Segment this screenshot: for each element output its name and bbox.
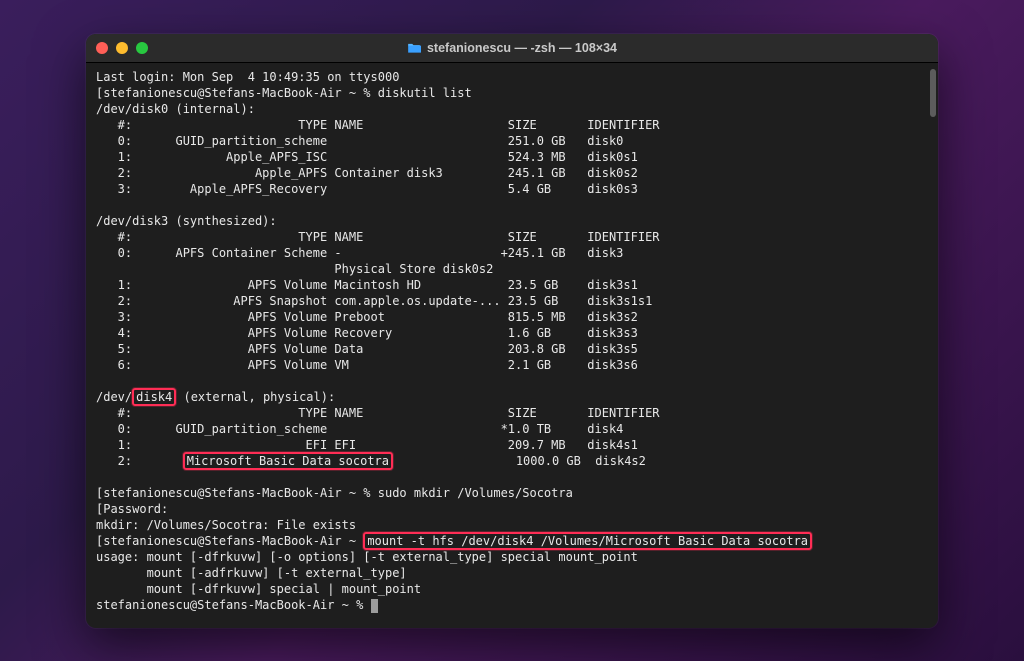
desktop-background: stefanionescu — -zsh — 108×34 Last login… <box>0 0 1024 661</box>
line: #: TYPE NAME SIZE IDENTIFIER <box>96 230 660 244</box>
line-seg: 2: <box>96 454 183 468</box>
line: usage: mount [-dfrkuvw] [-o options] [-t… <box>96 550 638 564</box>
line-seg: /dev/ <box>96 390 132 404</box>
terminal-window: stefanionescu — -zsh — 108×34 Last login… <box>86 34 938 628</box>
highlight-ms-basic-data: Microsoft Basic Data socotra <box>183 452 393 470</box>
folder-icon <box>407 42 421 54</box>
line: mkdir: /Volumes/Socotra: File exists <box>96 518 356 532</box>
scrollbar-thumb[interactable] <box>930 69 936 117</box>
line: mount [-adfrkuvw] [-t external_type] <box>96 566 407 580</box>
traffic-lights <box>96 42 148 54</box>
line-seg: (external, physical): <box>176 390 335 404</box>
highlight-disk4: disk4 <box>132 388 176 406</box>
line: #: TYPE NAME SIZE IDENTIFIER <box>96 118 660 132</box>
line: [Password: <box>96 502 168 516</box>
line: 0: GUID_partition_scheme 251.0 GB disk0 <box>96 134 623 148</box>
window-title-text: stefanionescu — -zsh — 108×34 <box>427 41 617 55</box>
line: 5: APFS Volume Data 203.8 GB disk3s5 <box>96 342 638 356</box>
prompt: stefanionescu@Stefans-MacBook-Air ~ % <box>96 598 371 612</box>
line: 3: Apple_APFS_Recovery 5.4 GB disk0s3 <box>96 182 638 196</box>
cursor-icon <box>371 599 378 613</box>
line: 2: APFS Snapshot com.apple.os.update-...… <box>96 294 652 308</box>
line: /dev/disk0 (internal): <box>96 102 255 116</box>
line: Physical Store disk0s2 <box>96 262 493 276</box>
line: 1: APFS Volume Macintosh HD 23.5 GB disk… <box>96 278 638 292</box>
minimize-icon[interactable] <box>116 42 128 54</box>
line-seg: 1000.0 GB disk4s2 <box>393 454 646 468</box>
line: Last login: Mon Sep 4 10:49:35 on ttys00… <box>96 70 399 84</box>
line: 3: APFS Volume Preboot 815.5 MB disk3s2 <box>96 310 638 324</box>
line: 0: GUID_partition_scheme *1.0 TB disk4 <box>96 422 623 436</box>
line: 6: APFS Volume VM 2.1 GB disk3s6 <box>96 358 638 372</box>
highlight-mount-cmd: mount -t hfs /dev/disk4 /Volumes/Microso… <box>363 532 812 550</box>
line: [stefanionescu@Stefans-MacBook-Air ~ % s… <box>96 486 573 500</box>
line-seg: [stefanionescu@Stefans-MacBook-Air ~ <box>96 534 363 548</box>
line: 2: Apple_APFS Container disk3 245.1 GB d… <box>96 166 638 180</box>
titlebar[interactable]: stefanionescu — -zsh — 108×34 <box>86 34 938 63</box>
line: /dev/disk3 (synthesized): <box>96 214 277 228</box>
line: mount [-dfrkuvw] special | mount_point <box>96 582 421 596</box>
zoom-icon[interactable] <box>136 42 148 54</box>
line: [stefanionescu@Stefans-MacBook-Air ~ % d… <box>96 86 472 100</box>
line: 4: APFS Volume Recovery 1.6 GB disk3s3 <box>96 326 638 340</box>
terminal-body[interactable]: Last login: Mon Sep 4 10:49:35 on ttys00… <box>86 63 938 628</box>
line: 1: EFI EFI 209.7 MB disk4s1 <box>96 438 638 452</box>
close-icon[interactable] <box>96 42 108 54</box>
line: #: TYPE NAME SIZE IDENTIFIER <box>96 406 660 420</box>
window-title: stefanionescu — -zsh — 108×34 <box>86 41 938 55</box>
line: 0: APFS Container Scheme - +245.1 GB dis… <box>96 246 623 260</box>
line: 1: Apple_APFS_ISC 524.3 MB disk0s1 <box>96 150 638 164</box>
